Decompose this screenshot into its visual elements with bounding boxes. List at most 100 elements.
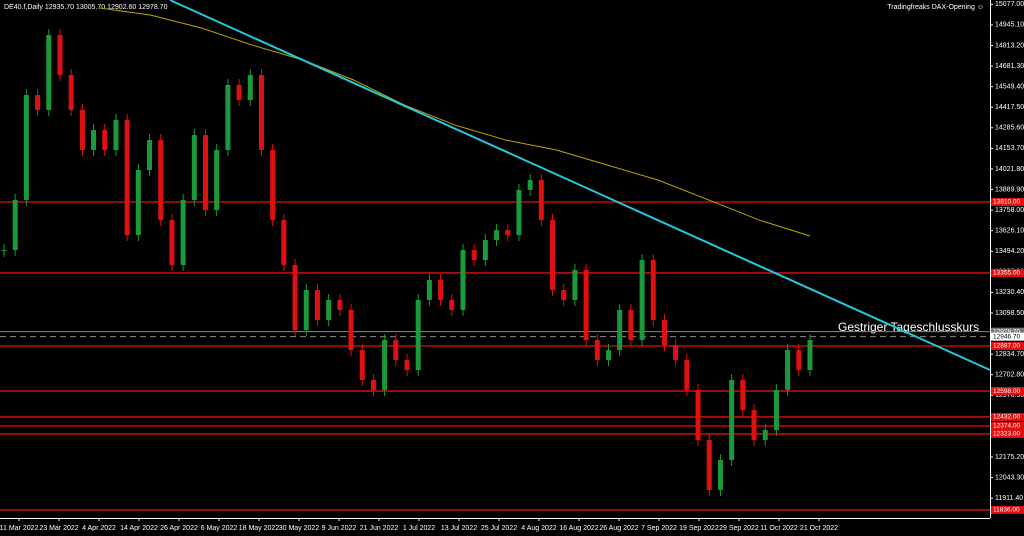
candle [516, 189, 522, 236]
candle [773, 389, 779, 431]
x-tick-label: 26 Apr 2022 [160, 525, 198, 532]
y-tick-label: 13758.00 [995, 207, 1024, 214]
candle [281, 220, 287, 266]
candle [415, 299, 421, 370]
level-label-box [991, 341, 1024, 350]
candle [68, 74, 74, 110]
candle [505, 230, 511, 236]
candle [214, 150, 220, 211]
candle [57, 35, 63, 75]
moving-average [99, 7, 811, 237]
level-label: 12432.00 [993, 414, 1020, 421]
level-label-box [991, 387, 1024, 396]
candle [706, 440, 712, 490]
x-tick-label: 6 May 2022 [201, 525, 238, 532]
candle [46, 35, 52, 110]
candle [225, 84, 231, 151]
y-tick-label: 14945.10 [995, 22, 1024, 29]
price-label-box [991, 327, 1024, 336]
level-label-box [991, 505, 1024, 514]
candle [135, 169, 141, 236]
candle [79, 109, 85, 151]
candle [124, 119, 130, 236]
candle [91, 130, 97, 151]
candle [729, 379, 735, 461]
x-tick-label: 4 Apr 2022 [82, 525, 116, 532]
candle [270, 150, 276, 221]
level-label: 13355.00 [993, 270, 1020, 277]
y-tick-label: 13494.20 [995, 248, 1024, 255]
x-tick-label: 19 Sep 2022 [679, 525, 719, 532]
price-label: 12978.70 [993, 328, 1020, 335]
level-label: 13810.00 [993, 199, 1020, 206]
y-tick-label: 15077.00 [995, 1, 1024, 8]
candle [191, 135, 197, 200]
candle [684, 360, 690, 390]
y-tick-label: 14153.70 [995, 145, 1024, 152]
level-label-box [991, 429, 1024, 438]
candle [102, 130, 108, 151]
candle [113, 119, 119, 151]
y-tick-label: 13889.90 [995, 186, 1024, 193]
x-tick-label: 9 Jun 2022 [322, 525, 357, 532]
candle [538, 179, 544, 221]
candle [561, 289, 567, 300]
x-tick-label: 30 May 2022 [279, 525, 320, 532]
candle [23, 94, 29, 200]
candle [12, 199, 18, 251]
price-label-box [991, 332, 1024, 341]
candle [751, 410, 757, 441]
candle [247, 74, 253, 100]
x-tick-label: 29 Sep 2022 [719, 525, 759, 532]
candle [471, 250, 477, 261]
candle [326, 299, 332, 321]
candle [292, 265, 298, 331]
x-tick-label: 16 Aug 2022 [559, 525, 598, 532]
candle [661, 320, 667, 346]
candle [796, 350, 802, 370]
y-tick-label: 13230.40 [995, 289, 1024, 296]
candle [717, 460, 723, 490]
x-tick-label: 4 Aug 2022 [521, 525, 557, 532]
y-tick-label: 11911.40 [995, 495, 1023, 502]
y-tick-label: 14549.40 [995, 83, 1024, 90]
candle [572, 269, 578, 300]
x-tick-label: 21 Jun 2022 [360, 525, 399, 532]
candle [639, 260, 645, 341]
level-label: 12598.00 [993, 388, 1020, 395]
x-tick-label: 25 Jul 2022 [481, 525, 517, 532]
candle [673, 345, 679, 361]
candle [158, 140, 164, 221]
candle [628, 309, 634, 341]
y-tick-label: 14285.60 [995, 125, 1024, 132]
level-label: 12887.00 [993, 343, 1020, 350]
trend-line [169, 0, 991, 371]
candle [404, 360, 410, 370]
candle [550, 220, 556, 290]
candle [314, 289, 320, 321]
candle [359, 350, 365, 380]
candle [482, 240, 488, 261]
candle [203, 135, 208, 211]
candle [1, 250, 7, 252]
candle [147, 140, 153, 170]
candle [180, 199, 186, 266]
candle [449, 299, 455, 310]
level-label-box [991, 422, 1024, 431]
candle [762, 430, 768, 441]
candle [426, 279, 432, 300]
candle [370, 379, 376, 390]
candle [438, 279, 444, 300]
candle [169, 220, 175, 266]
y-tick-label: 14681.30 [995, 63, 1024, 70]
level-label-box [991, 412, 1024, 421]
y-tick-label: 12043.30 [995, 474, 1024, 481]
y-tick-label: 14813.20 [995, 42, 1024, 49]
candle [785, 350, 791, 390]
candle [583, 269, 589, 341]
candle [740, 379, 746, 411]
candle [393, 340, 399, 361]
level-label: 12323.00 [993, 431, 1020, 438]
